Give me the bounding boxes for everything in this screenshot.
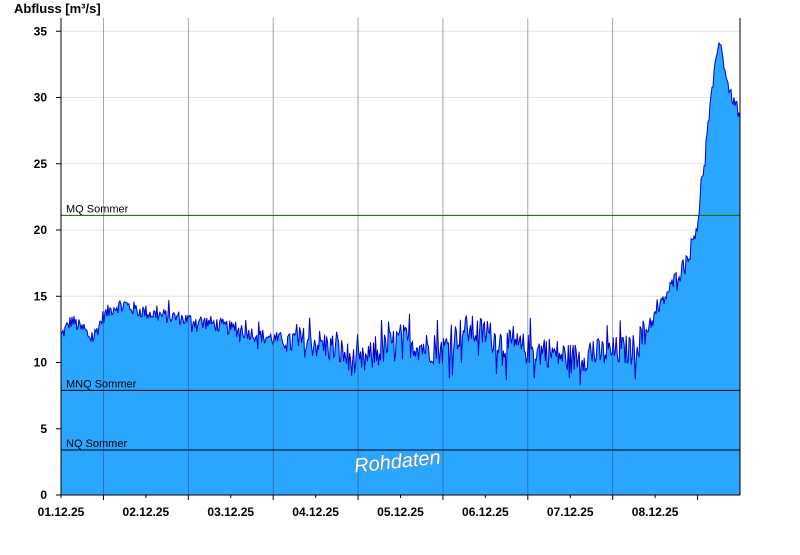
x-tick-label: 01.12.25 [38, 505, 85, 519]
y-tick-label: 0 [40, 488, 47, 502]
reference-line-label: NQ Sommer [66, 438, 127, 450]
y-axis-label: Abfluss [m³/s] [14, 1, 101, 16]
x-tick-label: 05.12.25 [377, 505, 424, 519]
y-tick-label: 25 [34, 157, 48, 171]
discharge-line [60, 41, 741, 385]
reference-line-label: MNQ Sommer [66, 378, 137, 390]
reference-line-label: MQ Sommer [66, 203, 129, 215]
y-tick-label: 30 [34, 91, 48, 105]
axes: 0 5 10 15 20 25 30 35 01.12.25 02.12.25 03.12.25 04… [34, 18, 741, 519]
x-tick-label: 08.12.25 [632, 505, 679, 519]
y-tick-label: 5 [40, 422, 47, 436]
y-tick-label: 20 [34, 223, 48, 237]
x-tick-label: 03.12.25 [207, 505, 254, 519]
x-tick-label: 06.12.25 [462, 505, 509, 519]
reference-lines: MQ Sommer MNQ Sommer NQ Sommer [61, 18, 740, 495]
discharge-area [61, 42, 740, 496]
y-tick-label: 15 [34, 289, 48, 303]
y-tick-label: 10 [34, 356, 48, 370]
x-tick-label: 07.12.25 [547, 505, 594, 519]
y-tick-label: 35 [34, 24, 48, 38]
data-area [60, 41, 741, 496]
x-tick-label: 02.12.25 [123, 505, 170, 519]
x-tick-label: 04.12.25 [292, 505, 339, 519]
